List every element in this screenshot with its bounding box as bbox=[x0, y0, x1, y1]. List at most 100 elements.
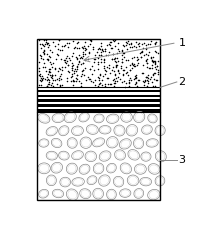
Point bbox=[84, 47, 87, 51]
Point bbox=[156, 65, 159, 68]
Point bbox=[151, 59, 155, 63]
Point bbox=[58, 39, 61, 42]
Point bbox=[76, 62, 80, 65]
Point bbox=[106, 66, 109, 69]
Point bbox=[67, 69, 70, 73]
Ellipse shape bbox=[72, 126, 83, 136]
Ellipse shape bbox=[51, 138, 62, 148]
Point bbox=[77, 60, 81, 64]
Ellipse shape bbox=[134, 188, 144, 198]
Point bbox=[153, 41, 156, 45]
Point bbox=[81, 61, 85, 65]
Point bbox=[146, 73, 150, 76]
Point bbox=[73, 67, 77, 71]
Point bbox=[126, 42, 129, 45]
Point bbox=[108, 82, 112, 86]
Ellipse shape bbox=[99, 175, 110, 186]
Point bbox=[75, 73, 79, 77]
Point bbox=[123, 55, 126, 59]
Point bbox=[127, 78, 131, 82]
Ellipse shape bbox=[107, 189, 116, 200]
Point bbox=[107, 63, 111, 67]
Point bbox=[123, 68, 126, 72]
Point bbox=[87, 51, 90, 55]
Point bbox=[145, 43, 148, 47]
Point bbox=[41, 57, 44, 61]
Point bbox=[154, 62, 157, 65]
Point bbox=[145, 58, 148, 61]
Point bbox=[48, 55, 52, 59]
Point bbox=[45, 75, 48, 79]
Point bbox=[76, 46, 79, 50]
Point bbox=[101, 74, 105, 78]
Point bbox=[105, 76, 108, 80]
Point bbox=[119, 64, 123, 67]
Point bbox=[99, 50, 103, 54]
Point bbox=[113, 79, 117, 83]
Point bbox=[105, 43, 109, 47]
Point bbox=[111, 52, 115, 56]
Point bbox=[97, 47, 101, 50]
Point bbox=[117, 68, 120, 72]
Point bbox=[42, 38, 45, 42]
Point bbox=[125, 40, 128, 44]
Point bbox=[106, 82, 109, 86]
Point bbox=[111, 65, 114, 69]
Point bbox=[104, 47, 107, 51]
Point bbox=[132, 63, 135, 67]
Point bbox=[42, 49, 45, 53]
Point bbox=[88, 77, 91, 80]
Point bbox=[39, 46, 43, 50]
Point bbox=[41, 50, 45, 54]
Point bbox=[46, 52, 49, 56]
Bar bbox=[37, 95, 160, 97]
Point bbox=[82, 61, 85, 65]
Point bbox=[128, 43, 131, 46]
Point bbox=[156, 68, 159, 72]
Ellipse shape bbox=[120, 163, 132, 174]
Point bbox=[140, 42, 143, 46]
Point bbox=[127, 39, 130, 43]
Point bbox=[130, 41, 133, 45]
Point bbox=[96, 67, 99, 70]
Bar bbox=[37, 102, 160, 104]
Text: 1: 1 bbox=[179, 38, 186, 48]
Point bbox=[113, 56, 117, 60]
Point bbox=[50, 73, 54, 77]
Point bbox=[115, 63, 119, 67]
Point bbox=[49, 83, 53, 87]
Point bbox=[42, 52, 45, 56]
Point bbox=[62, 58, 66, 62]
Ellipse shape bbox=[134, 164, 146, 174]
Point bbox=[60, 44, 64, 48]
Point bbox=[80, 72, 84, 76]
Ellipse shape bbox=[107, 163, 116, 173]
Point bbox=[46, 77, 50, 81]
Point bbox=[70, 72, 73, 76]
Point bbox=[156, 73, 160, 76]
Ellipse shape bbox=[59, 126, 69, 136]
Point bbox=[58, 67, 61, 71]
Point bbox=[122, 51, 125, 55]
Ellipse shape bbox=[46, 175, 56, 186]
Point bbox=[80, 56, 83, 60]
Point bbox=[136, 61, 139, 65]
Point bbox=[104, 69, 108, 72]
Point bbox=[45, 42, 49, 46]
Ellipse shape bbox=[142, 125, 152, 134]
Point bbox=[134, 81, 138, 85]
Point bbox=[77, 59, 81, 63]
Point bbox=[117, 47, 120, 51]
Ellipse shape bbox=[86, 125, 98, 134]
Point bbox=[133, 55, 136, 59]
Point bbox=[156, 78, 159, 82]
Point bbox=[100, 57, 103, 61]
Point bbox=[47, 79, 51, 82]
Point bbox=[54, 78, 57, 82]
Point bbox=[114, 76, 118, 80]
Point bbox=[50, 65, 53, 69]
Ellipse shape bbox=[93, 163, 104, 174]
Point bbox=[76, 56, 79, 59]
Point bbox=[122, 74, 125, 77]
Point bbox=[46, 45, 49, 49]
